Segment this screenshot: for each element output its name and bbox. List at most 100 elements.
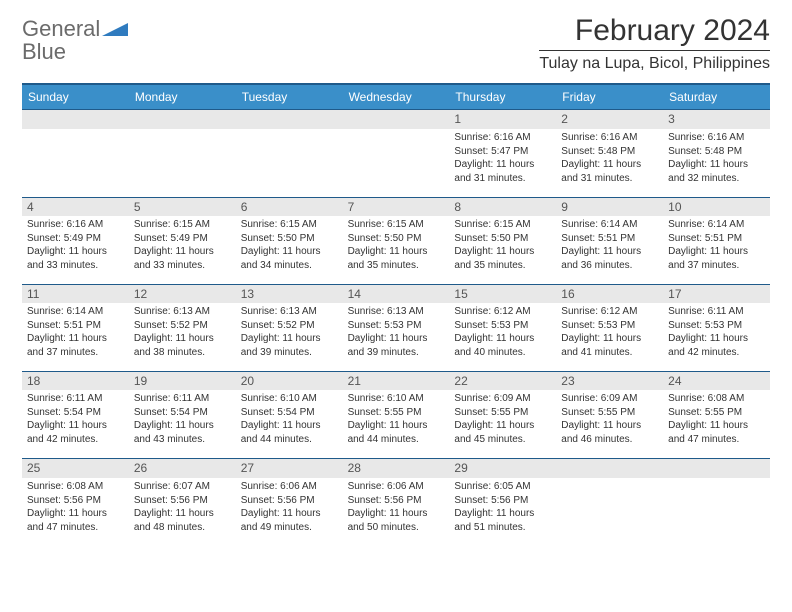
day-details-row: Sunrise: 6:08 AMSunset: 5:56 PMDaylight:… xyxy=(22,478,770,546)
day-number: 12 xyxy=(129,285,236,303)
day-cell: Sunrise: 6:15 AMSunset: 5:50 PMDaylight:… xyxy=(236,216,343,284)
logo-triangle-icon xyxy=(102,20,128,41)
day-cell: Sunrise: 6:13 AMSunset: 5:52 PMDaylight:… xyxy=(236,303,343,371)
calendar-week: 2526272829Sunrise: 6:08 AMSunset: 5:56 P… xyxy=(22,458,770,546)
day-cell: Sunrise: 6:16 AMSunset: 5:49 PMDaylight:… xyxy=(22,216,129,284)
day-details-row: Sunrise: 6:11 AMSunset: 5:54 PMDaylight:… xyxy=(22,390,770,458)
day-cell: Sunrise: 6:10 AMSunset: 5:55 PMDaylight:… xyxy=(343,390,450,458)
day-number-row: 45678910 xyxy=(22,198,770,216)
page-title: February 2024 xyxy=(539,14,770,51)
day-cell: Sunrise: 6:09 AMSunset: 5:55 PMDaylight:… xyxy=(449,390,556,458)
day-cell: Sunrise: 6:15 AMSunset: 5:50 PMDaylight:… xyxy=(343,216,450,284)
day-cell xyxy=(343,129,450,197)
weekday-header: Tuesday xyxy=(236,85,343,109)
header: General Blue February 2024 Tulay na Lupa… xyxy=(22,14,770,73)
weekday-header: Sunday xyxy=(22,85,129,109)
day-number: 27 xyxy=(236,459,343,478)
day-number: 9 xyxy=(556,198,663,216)
day-cell: Sunrise: 6:07 AMSunset: 5:56 PMDaylight:… xyxy=(129,478,236,546)
calendar-week: 45678910Sunrise: 6:16 AMSunset: 5:49 PMD… xyxy=(22,197,770,284)
day-cell: Sunrise: 6:14 AMSunset: 5:51 PMDaylight:… xyxy=(22,303,129,371)
day-details-row: Sunrise: 6:14 AMSunset: 5:51 PMDaylight:… xyxy=(22,303,770,371)
day-cell xyxy=(129,129,236,197)
day-cell: Sunrise: 6:08 AMSunset: 5:56 PMDaylight:… xyxy=(22,478,129,546)
day-cell: Sunrise: 6:09 AMSunset: 5:55 PMDaylight:… xyxy=(556,390,663,458)
day-number xyxy=(343,110,450,129)
day-number: 19 xyxy=(129,372,236,390)
day-cell: Sunrise: 6:16 AMSunset: 5:47 PMDaylight:… xyxy=(449,129,556,197)
calendar-week: 11121314151617Sunrise: 6:14 AMSunset: 5:… xyxy=(22,284,770,371)
day-cell: Sunrise: 6:16 AMSunset: 5:48 PMDaylight:… xyxy=(556,129,663,197)
location: Tulay na Lupa, Bicol, Philippines xyxy=(539,55,770,73)
logo-text-blue: Blue xyxy=(22,39,66,64)
day-number: 21 xyxy=(343,372,450,390)
logo-text: General Blue xyxy=(22,18,128,64)
day-number: 1 xyxy=(449,110,556,129)
day-cell xyxy=(556,478,663,546)
day-number xyxy=(556,459,663,478)
calendar-week: 18192021222324Sunrise: 6:11 AMSunset: 5:… xyxy=(22,371,770,458)
day-number-row: 2526272829 xyxy=(22,459,770,478)
weekday-header: Saturday xyxy=(663,85,770,109)
day-cell: Sunrise: 6:14 AMSunset: 5:51 PMDaylight:… xyxy=(556,216,663,284)
day-cell: Sunrise: 6:10 AMSunset: 5:54 PMDaylight:… xyxy=(236,390,343,458)
day-cell: Sunrise: 6:08 AMSunset: 5:55 PMDaylight:… xyxy=(663,390,770,458)
day-number: 24 xyxy=(663,372,770,390)
weekday-header: Friday xyxy=(556,85,663,109)
day-cell: Sunrise: 6:11 AMSunset: 5:54 PMDaylight:… xyxy=(129,390,236,458)
day-number: 6 xyxy=(236,198,343,216)
day-cell: Sunrise: 6:05 AMSunset: 5:56 PMDaylight:… xyxy=(449,478,556,546)
day-number: 25 xyxy=(22,459,129,478)
day-number: 5 xyxy=(129,198,236,216)
day-details-row: Sunrise: 6:16 AMSunset: 5:47 PMDaylight:… xyxy=(22,129,770,197)
day-cell: Sunrise: 6:06 AMSunset: 5:56 PMDaylight:… xyxy=(343,478,450,546)
day-number: 11 xyxy=(22,285,129,303)
day-number-row: 18192021222324 xyxy=(22,372,770,390)
day-number: 22 xyxy=(449,372,556,390)
day-number: 2 xyxy=(556,110,663,129)
weekday-header: Monday xyxy=(129,85,236,109)
day-cell: Sunrise: 6:13 AMSunset: 5:52 PMDaylight:… xyxy=(129,303,236,371)
day-number: 17 xyxy=(663,285,770,303)
day-number: 3 xyxy=(663,110,770,129)
day-number-row: 123 xyxy=(22,110,770,129)
weekday-header-row: SundayMondayTuesdayWednesdayThursdayFrid… xyxy=(22,85,770,109)
weeks-container: 123Sunrise: 6:16 AMSunset: 5:47 PMDaylig… xyxy=(22,109,770,546)
logo: General Blue xyxy=(22,14,128,64)
day-number: 13 xyxy=(236,285,343,303)
day-cell: Sunrise: 6:12 AMSunset: 5:53 PMDaylight:… xyxy=(556,303,663,371)
day-number: 16 xyxy=(556,285,663,303)
day-cell: Sunrise: 6:16 AMSunset: 5:48 PMDaylight:… xyxy=(663,129,770,197)
day-number: 26 xyxy=(129,459,236,478)
day-number: 18 xyxy=(22,372,129,390)
day-number: 10 xyxy=(663,198,770,216)
day-number xyxy=(129,110,236,129)
day-cell: Sunrise: 6:11 AMSunset: 5:53 PMDaylight:… xyxy=(663,303,770,371)
day-cell: Sunrise: 6:14 AMSunset: 5:51 PMDaylight:… xyxy=(663,216,770,284)
logo-text-general: General xyxy=(22,16,100,41)
day-number: 20 xyxy=(236,372,343,390)
weekday-header: Wednesday xyxy=(343,85,450,109)
day-number: 7 xyxy=(343,198,450,216)
calendar: SundayMondayTuesdayWednesdayThursdayFrid… xyxy=(22,83,770,546)
day-number: 28 xyxy=(343,459,450,478)
day-number-row: 11121314151617 xyxy=(22,285,770,303)
title-block: February 2024 Tulay na Lupa, Bicol, Phil… xyxy=(539,14,770,73)
day-details-row: Sunrise: 6:16 AMSunset: 5:49 PMDaylight:… xyxy=(22,216,770,284)
day-cell: Sunrise: 6:15 AMSunset: 5:49 PMDaylight:… xyxy=(129,216,236,284)
day-cell: Sunrise: 6:13 AMSunset: 5:53 PMDaylight:… xyxy=(343,303,450,371)
day-number xyxy=(236,110,343,129)
day-cell: Sunrise: 6:11 AMSunset: 5:54 PMDaylight:… xyxy=(22,390,129,458)
calendar-week: 123Sunrise: 6:16 AMSunset: 5:47 PMDaylig… xyxy=(22,109,770,197)
day-number: 23 xyxy=(556,372,663,390)
day-cell: Sunrise: 6:12 AMSunset: 5:53 PMDaylight:… xyxy=(449,303,556,371)
day-number: 8 xyxy=(449,198,556,216)
day-number: 4 xyxy=(22,198,129,216)
day-cell xyxy=(236,129,343,197)
day-cell: Sunrise: 6:15 AMSunset: 5:50 PMDaylight:… xyxy=(449,216,556,284)
day-number: 29 xyxy=(449,459,556,478)
day-number: 15 xyxy=(449,285,556,303)
day-cell xyxy=(663,478,770,546)
weekday-header: Thursday xyxy=(449,85,556,109)
day-number xyxy=(22,110,129,129)
